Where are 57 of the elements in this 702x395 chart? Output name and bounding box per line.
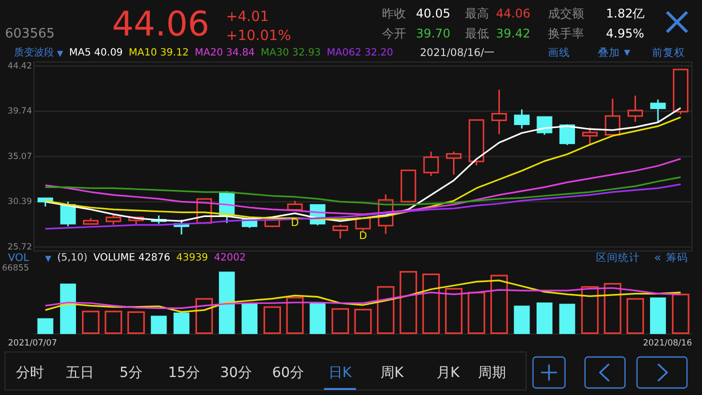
- chart-title: VOL: [8, 252, 30, 264]
- text: +4.01: [226, 8, 269, 25]
- text: 603565: [5, 26, 55, 42]
- text: MA20 34.84: [194, 48, 255, 59]
- text: ▼: [624, 48, 631, 58]
- text: MA30 32.93: [260, 48, 321, 59]
- text: 周期: [478, 364, 506, 381]
- text: ▼: [45, 254, 52, 264]
- text: MA062 32.20: [326, 48, 394, 59]
- text: +10.01%: [226, 28, 292, 44]
- text: 2021/08/16: [643, 338, 692, 348]
- text: 画线: [548, 46, 570, 59]
- text: 2021/07/07: [8, 338, 57, 348]
- legend-title: 质变波段: [14, 46, 54, 59]
- annotation: D: [290, 216, 299, 229]
- text: 分时: [16, 364, 44, 381]
- text: 43939: [176, 252, 208, 264]
- text: 最低: [465, 26, 489, 40]
- text: 叠加: [598, 46, 620, 59]
- text: 39.42: [496, 26, 530, 40]
- y-tick-label: 39.74: [8, 106, 32, 117]
- text: 4.95%: [606, 26, 644, 40]
- text: 昨收: [382, 6, 406, 20]
- text: 最高: [465, 6, 489, 20]
- text: 15分: [168, 364, 200, 381]
- y-tick-label: 44.42: [8, 61, 32, 72]
- text: 成交额: [548, 6, 584, 20]
- text: 66855: [2, 263, 30, 274]
- text: MA10 39.12: [128, 48, 189, 59]
- text: 日K: [328, 364, 352, 381]
- y-tick-label: 35.07: [8, 152, 32, 162]
- text: ▼: [57, 49, 64, 58]
- text: 2021/08/16/一: [420, 46, 496, 59]
- text: 五日: [66, 364, 94, 381]
- text: «: [654, 250, 662, 264]
- text: 月K: [436, 364, 460, 381]
- legend-title: (5,10): [57, 252, 88, 264]
- text: 前复权: [652, 46, 685, 59]
- annotation: D: [358, 230, 368, 242]
- text: 42002: [214, 252, 246, 264]
- text: 1.82亿: [606, 6, 645, 20]
- text: 30分: [220, 364, 252, 381]
- text: 44.06: [112, 4, 210, 44]
- text: 换手率: [548, 26, 584, 40]
- text: 60分: [272, 364, 304, 381]
- y-tick-label: 25.72: [8, 242, 32, 252]
- text: 44.06: [496, 6, 530, 20]
- text: MA5 40.09: [69, 48, 123, 59]
- text: 今开: [382, 26, 406, 40]
- text: 5分: [120, 364, 142, 381]
- text: 筹码: [666, 252, 688, 264]
- text: 周K: [380, 364, 404, 381]
- text: 40.05: [416, 6, 450, 20]
- y-tick-label: 30.39: [8, 197, 32, 208]
- text: 39.70: [416, 26, 450, 40]
- text: 区间统计: [596, 250, 640, 264]
- text: VOLUME 42876: [93, 252, 170, 264]
